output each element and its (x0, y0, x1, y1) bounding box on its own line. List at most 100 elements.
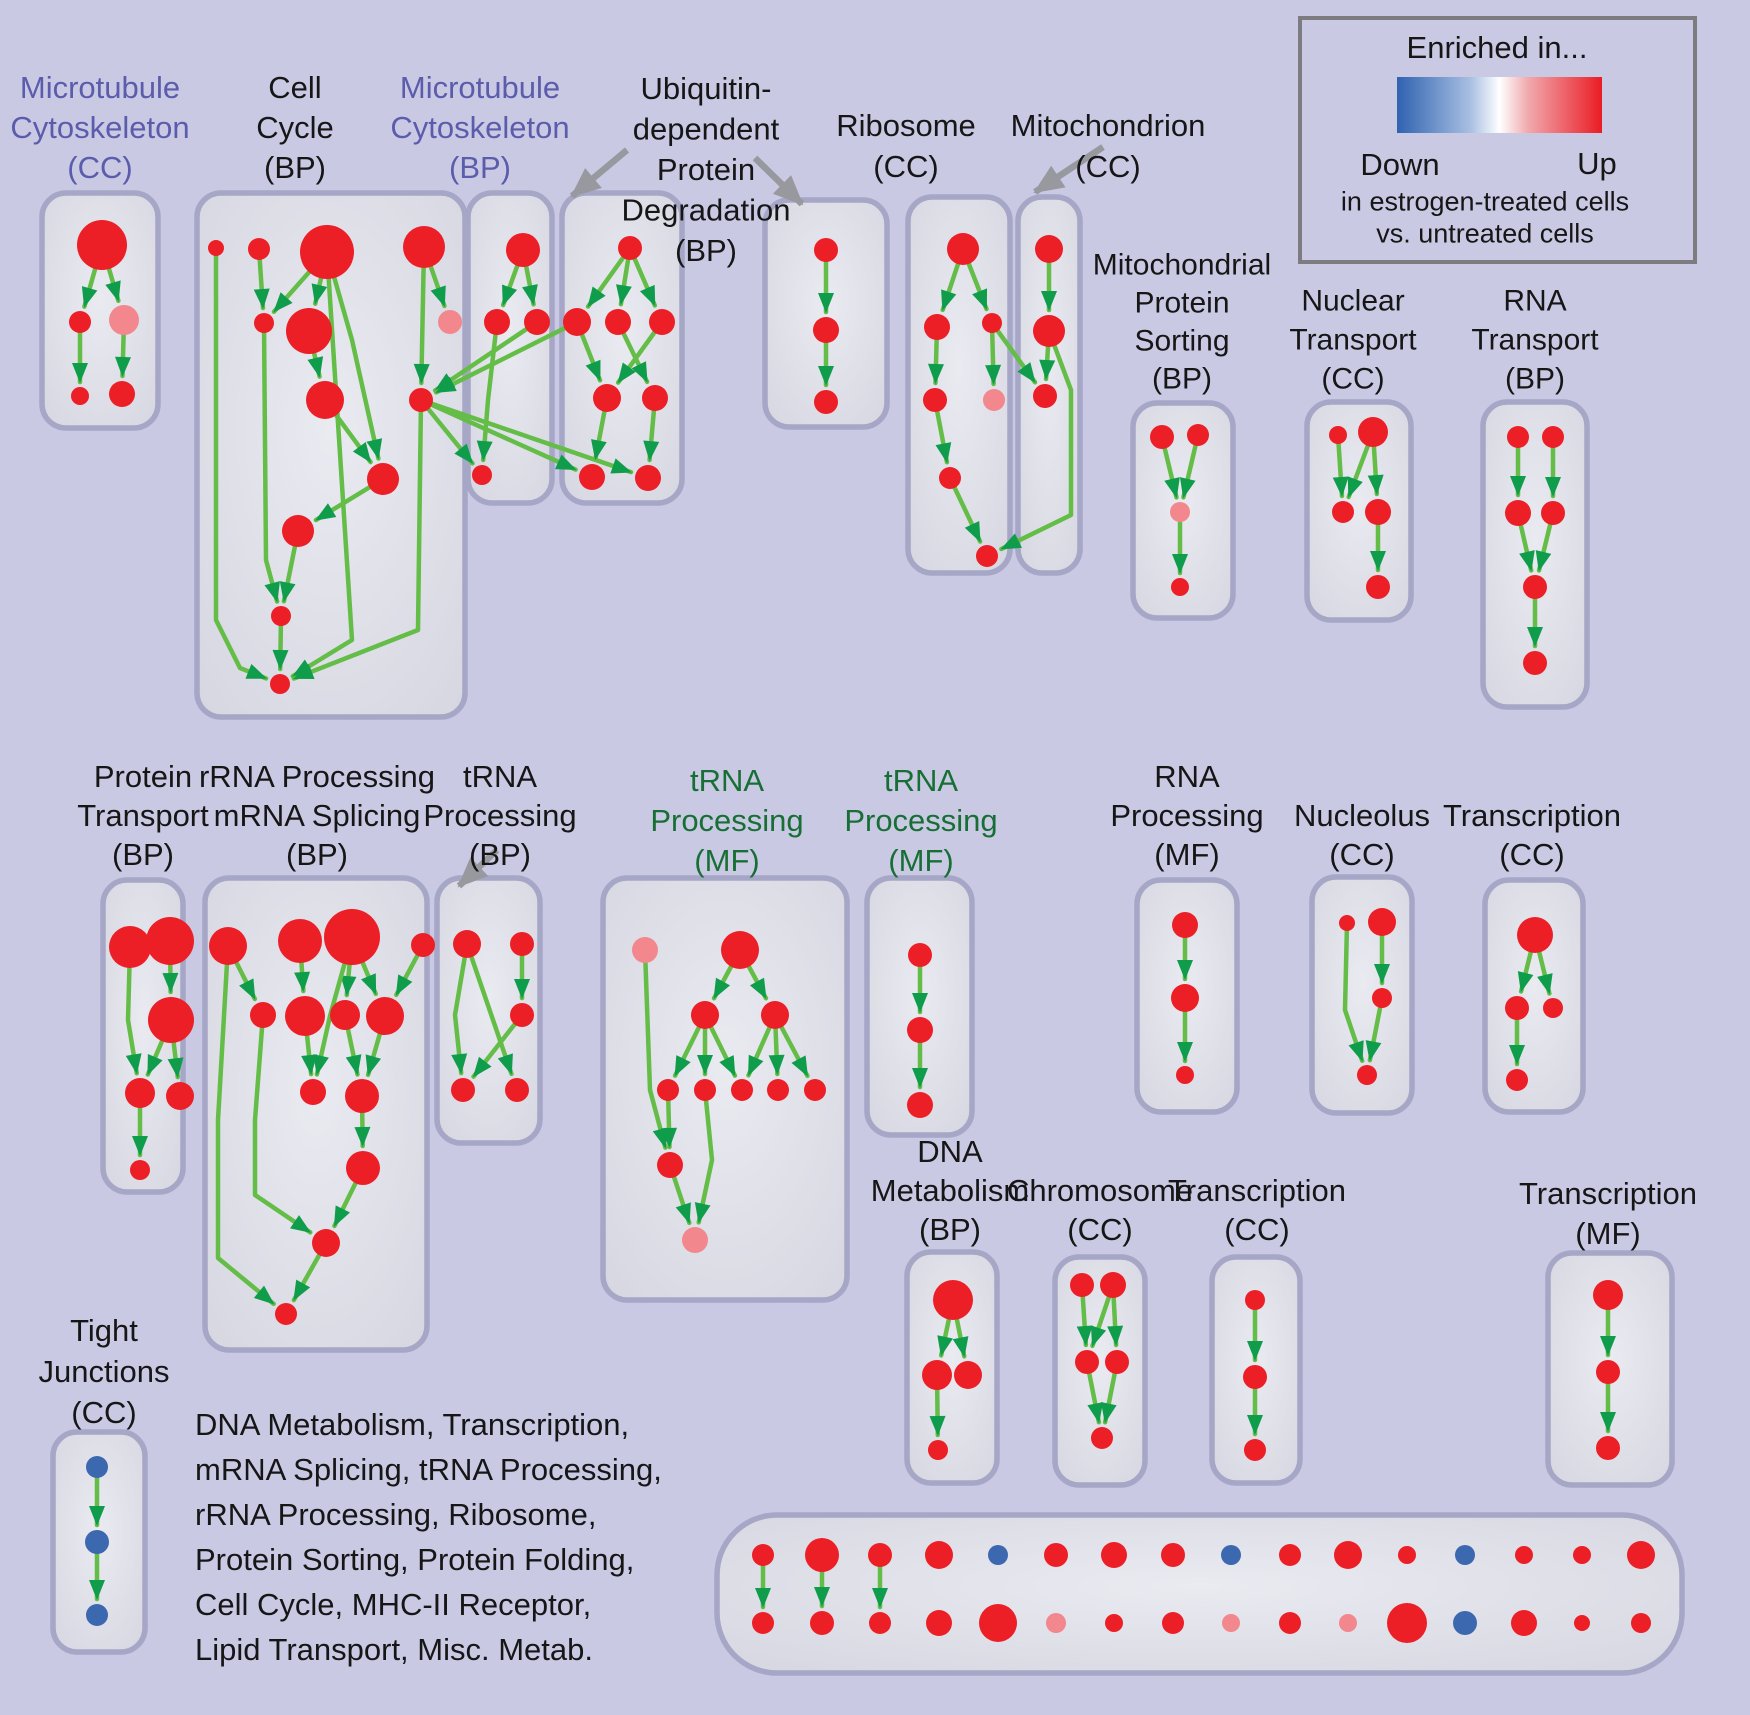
node-ms3 (1170, 502, 1190, 522)
label-transcription-cc-1: Transcription (CC) (1443, 798, 1621, 872)
node-mtcc5 (109, 381, 135, 407)
legend-up-label: Up (1577, 146, 1617, 181)
node-ub1c2 (605, 309, 631, 335)
node-ub2a (814, 238, 838, 262)
node-bsb15 (1631, 1613, 1651, 1633)
label-pointer-arrow-4 (456, 847, 500, 889)
node-bsb6 (1105, 1614, 1123, 1632)
node-rt5 (1523, 575, 1547, 599)
label-ubiquitin: Ubiquitin-dependent Protein Degradation (BP… (622, 71, 791, 268)
node-t1 (453, 930, 481, 958)
edge-cchub-cc12 (291, 397, 424, 681)
node-pt2 (146, 917, 194, 965)
node-bst11 (1398, 1546, 1416, 1564)
box-trna-mf-1 (600, 875, 850, 1303)
node-tj1 (86, 1456, 108, 1478)
node-pt4 (125, 1078, 155, 1108)
node-mtcc2 (69, 311, 91, 333)
node-bst8 (1221, 1545, 1241, 1565)
node-rt2 (1542, 426, 1564, 448)
node-r2 (278, 919, 322, 963)
node-bsb0 (752, 1612, 774, 1634)
node-tj3 (86, 1604, 108, 1626)
label-microtubule-cc: Microtubule Cytoskeleton (CC) (10, 70, 189, 185)
node-nu2 (1368, 908, 1396, 936)
annotation-arrows (456, 144, 1105, 889)
cluster-labels: Microtubule Cytoskeleton (CC) Cell Cycle (BP)… (10, 70, 1697, 1667)
node-nu4 (1357, 1065, 1377, 1085)
node-tx2 (1243, 1365, 1267, 1389)
node-rib2 (924, 314, 950, 340)
node-mtbp1 (506, 233, 540, 267)
legend: Enriched in... Down Up in estrogen-treated … (1298, 16, 1697, 264)
node-mito3 (1033, 384, 1057, 408)
node-mfb2 (694, 1079, 716, 1101)
label-pointer-arrow-1 (569, 147, 630, 199)
node-cc3 (300, 225, 354, 279)
edge-pt1-pt4 (125, 944, 142, 1076)
node-mtcc1 (77, 220, 127, 270)
node-ub1m2 (642, 385, 668, 411)
node-t5 (505, 1078, 529, 1102)
node-rt3 (1505, 500, 1531, 526)
edge-r5-r12 (252, 1012, 313, 1235)
edge-t1-t4 (451, 941, 470, 1076)
node-r7 (330, 1000, 360, 1030)
node-ub1c1 (563, 308, 591, 336)
node-s3 (907, 1092, 933, 1118)
edge-cchub-ub1b1 (418, 397, 578, 472)
node-t3 (510, 1003, 534, 1027)
node-bst0 (752, 1544, 774, 1566)
node-cc6 (286, 308, 332, 354)
node-nu1 (1339, 915, 1355, 931)
edge-t1-t5 (464, 941, 514, 1077)
node-bst1 (805, 1538, 839, 1572)
label-trna-mf-2: tRNA Processing (MF) (844, 763, 997, 878)
node-rt4 (1541, 501, 1565, 525)
label-ribosome: Ribosome (CC) (836, 108, 976, 184)
label-nuclear-transport: Nuclear Transport (CC) (1289, 285, 1417, 396)
edge-nu3-nu4 (1365, 995, 1385, 1063)
node-ch4 (1105, 1350, 1129, 1374)
box-bottom-strip (714, 1512, 1685, 1676)
label-nucleolus: Nucleolus (CC) (1294, 798, 1430, 872)
node-dn2 (922, 1360, 952, 1390)
node-bsb13 (1511, 1610, 1537, 1636)
legend-subtitle-1: in estrogen-treated cells (1341, 186, 1629, 216)
node-r3 (324, 909, 380, 965)
node-r8 (366, 997, 404, 1035)
node-dn1 (933, 1280, 973, 1320)
node-s1 (908, 943, 932, 967)
node-nu3 (1372, 988, 1392, 1008)
node-rib1 (947, 233, 979, 265)
node-bsb5 (1046, 1613, 1066, 1633)
edge-cc1-cc12 (213, 245, 269, 681)
node-rib3 (982, 313, 1002, 333)
legend-down-label: Down (1360, 147, 1439, 182)
node-bsb1 (810, 1611, 834, 1635)
node-bsb11 (1387, 1603, 1427, 1643)
node-tj2 (85, 1530, 109, 1554)
node-ub1b1 (579, 464, 605, 490)
box-rna-transport (1480, 399, 1590, 710)
label-pointer-arrow-2 (752, 155, 805, 207)
node-bsb14 (1574, 1615, 1590, 1631)
node-tcc1 (1517, 917, 1553, 953)
node-dn4 (928, 1440, 948, 1460)
node-r6 (285, 996, 325, 1036)
box-dna-metabolism (904, 1249, 1000, 1486)
edge-ub1t-ub1c1 (585, 245, 633, 309)
node-bst4 (988, 1545, 1008, 1565)
node-cc7 (438, 310, 462, 334)
label-cell-cycle: Cell Cycle (BP) (256, 70, 334, 185)
edge-mfp-mfc (642, 947, 669, 1150)
node-pt1 (109, 926, 151, 968)
label-microtubule-bp: Microtubule Cytoskeleton (BP) (390, 70, 569, 185)
node-bst5 (1044, 1543, 1068, 1567)
node-bsb10 (1339, 1614, 1357, 1632)
node-cc10 (282, 515, 314, 547)
node-rp2 (1171, 984, 1199, 1012)
edge-mito2-rib7 (999, 328, 1074, 552)
node-tx1 (1245, 1290, 1265, 1310)
